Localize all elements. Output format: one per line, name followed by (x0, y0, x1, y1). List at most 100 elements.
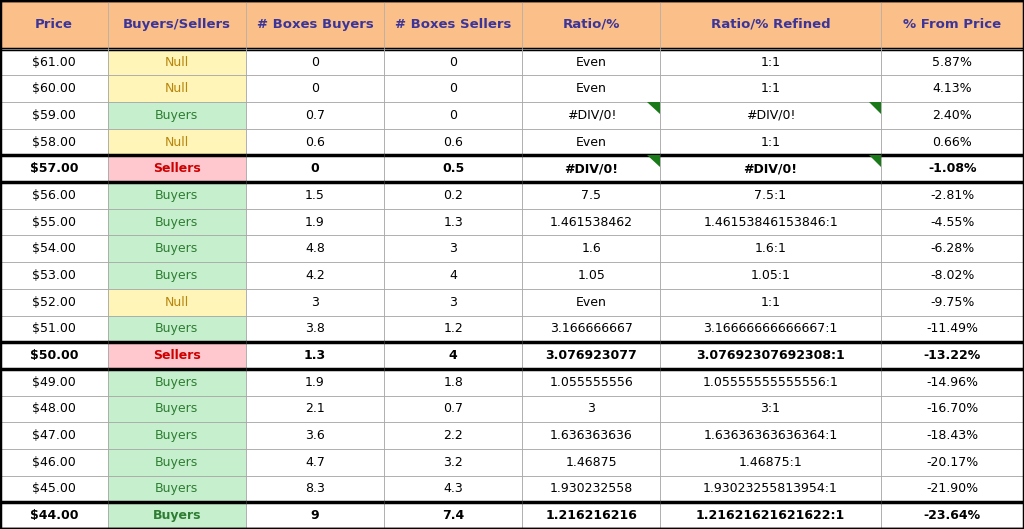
Bar (522, 182, 660, 209)
Bar (246, 156, 384, 182)
Bar (522, 449, 660, 476)
Bar (660, 49, 881, 75)
Bar (660, 262, 881, 289)
Bar (108, 503, 246, 529)
Text: -13.22%: -13.22% (924, 349, 981, 362)
Text: Price: Price (35, 18, 73, 31)
Bar (246, 262, 384, 289)
Bar (881, 0, 1024, 49)
Bar (384, 342, 522, 369)
Text: 2.1: 2.1 (305, 403, 325, 415)
Bar (881, 422, 1024, 449)
Text: 1.05: 1.05 (578, 269, 605, 282)
Text: Buyers/Sellers: Buyers/Sellers (123, 18, 230, 31)
Bar (522, 156, 660, 182)
Text: Null: Null (165, 82, 188, 95)
Bar (522, 476, 660, 503)
Bar (108, 49, 246, 75)
Bar (108, 422, 246, 449)
Text: 3:1: 3:1 (761, 403, 780, 415)
Bar (660, 182, 881, 209)
Text: $48.00: $48.00 (32, 403, 76, 415)
Bar (522, 209, 660, 235)
Bar (384, 476, 522, 503)
Bar (0, 396, 108, 422)
Text: -8.02%: -8.02% (930, 269, 975, 282)
Bar (0, 209, 108, 235)
Bar (522, 396, 660, 422)
Text: 8.3: 8.3 (305, 482, 325, 496)
Text: 0.7: 0.7 (443, 403, 463, 415)
Bar (384, 449, 522, 476)
Bar (522, 422, 660, 449)
Bar (881, 503, 1024, 529)
Text: -23.64%: -23.64% (924, 509, 981, 522)
Bar (246, 503, 384, 529)
Bar (660, 0, 881, 49)
Bar (108, 102, 246, 129)
Text: 4: 4 (449, 349, 458, 362)
Bar (660, 342, 881, 369)
Bar (881, 476, 1024, 503)
Text: 3.8: 3.8 (305, 322, 325, 335)
Bar (384, 369, 522, 396)
Text: 1.636363636: 1.636363636 (550, 429, 633, 442)
Bar (660, 156, 881, 182)
Bar (522, 129, 660, 156)
Bar (108, 182, 246, 209)
Text: 0.5: 0.5 (442, 162, 464, 175)
Text: 3.6: 3.6 (305, 429, 325, 442)
Text: Even: Even (575, 56, 607, 69)
Text: #DIV/0!: #DIV/0! (566, 109, 616, 122)
Bar (881, 75, 1024, 102)
Text: 2.2: 2.2 (443, 429, 463, 442)
Text: Buyers: Buyers (155, 322, 199, 335)
Text: #DIV/0!: #DIV/0! (564, 162, 618, 175)
Text: $50.00: $50.00 (30, 349, 78, 362)
Bar (522, 369, 660, 396)
Bar (246, 102, 384, 129)
Bar (108, 129, 246, 156)
Text: 7.4: 7.4 (442, 509, 464, 522)
Text: 1.8: 1.8 (443, 376, 463, 389)
Text: 1:1: 1:1 (761, 82, 780, 95)
Bar (881, 156, 1024, 182)
Bar (0, 0, 108, 49)
Bar (522, 342, 660, 369)
Bar (246, 75, 384, 102)
Polygon shape (647, 156, 660, 167)
Text: 3.16666666666667:1: 3.16666666666667:1 (703, 322, 838, 335)
Text: 3.07692307692308:1: 3.07692307692308:1 (696, 349, 845, 362)
Bar (660, 102, 881, 129)
Bar (522, 102, 660, 129)
Bar (246, 342, 384, 369)
Text: 1:1: 1:1 (761, 56, 780, 69)
Bar (660, 449, 881, 476)
Text: $58.00: $58.00 (32, 135, 76, 149)
Text: -18.43%: -18.43% (927, 429, 978, 442)
Text: Sellers: Sellers (153, 162, 201, 175)
Text: 0.2: 0.2 (443, 189, 463, 202)
Text: 1.461538462: 1.461538462 (550, 216, 633, 229)
Text: 1:1: 1:1 (761, 296, 780, 309)
Bar (246, 49, 384, 75)
Text: 0: 0 (311, 82, 318, 95)
Text: #DIV/0!: #DIV/0! (745, 109, 796, 122)
Bar (108, 0, 246, 49)
Bar (0, 75, 108, 102)
Bar (384, 156, 522, 182)
Text: 3: 3 (311, 296, 318, 309)
Text: -21.90%: -21.90% (927, 482, 978, 496)
Bar (108, 156, 246, 182)
Bar (0, 289, 108, 315)
Bar (384, 102, 522, 129)
Text: $49.00: $49.00 (32, 376, 76, 389)
Bar (660, 315, 881, 342)
Text: Even: Even (575, 296, 607, 309)
Bar (108, 235, 246, 262)
Text: Buyers: Buyers (155, 429, 199, 442)
Bar (246, 182, 384, 209)
Text: 3.166666667: 3.166666667 (550, 322, 633, 335)
Text: 4.13%: 4.13% (933, 82, 972, 95)
Bar (384, 422, 522, 449)
